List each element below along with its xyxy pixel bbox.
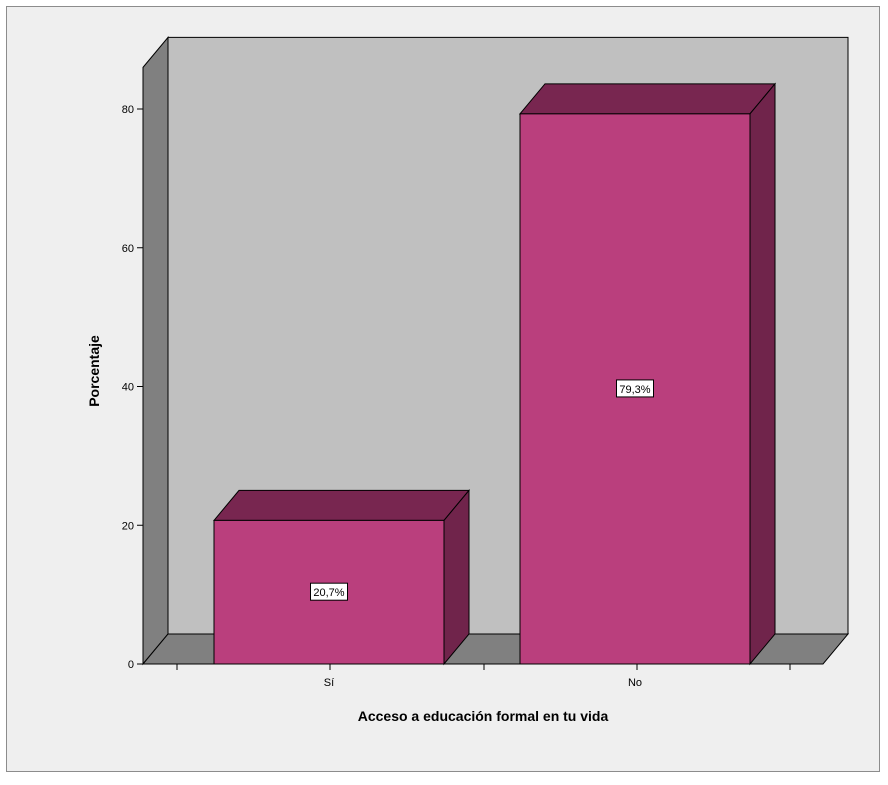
bar-side-1 (749, 82, 776, 666)
bar-top-1 (518, 83, 777, 115)
y-axis-title: Porcentaje (86, 335, 102, 407)
bar-chart: 0 20 40 60 80 Sí No 20,7% 79,3% Porcentaje Acce… (86, 35, 850, 724)
x-tick-label-0: Sí (324, 677, 334, 689)
data-label-box-1 (616, 379, 654, 398)
y-tick-label-20: 20 (122, 520, 134, 532)
data-label-1: 79,3% (619, 384, 650, 396)
data-label-box-0 (310, 582, 348, 601)
bar-side-0 (443, 489, 470, 666)
y-tick-label-80: 80 (122, 104, 134, 116)
y-tick-label-60: 60 (122, 243, 134, 255)
y-tick-label-40: 40 (122, 382, 134, 394)
side-wall (142, 35, 169, 666)
y-tick-label-0: 0 (128, 659, 134, 671)
x-tick-label-1: No (628, 677, 642, 689)
chart-frame: 0 20 40 60 80 Sí No 20,7% 79,3% Porcentaje Acce… (6, 6, 880, 772)
bar-top-0 (212, 489, 471, 521)
data-label-0: 20,7% (313, 587, 344, 599)
x-axis-title: Acceso a educación formal en tu vida (358, 708, 609, 724)
